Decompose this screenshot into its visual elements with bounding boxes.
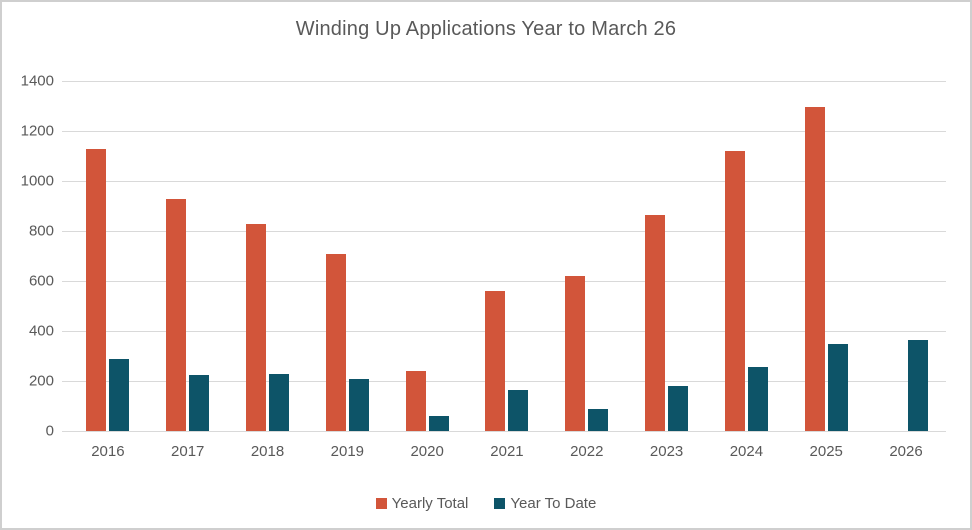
bar-yearly-total-2016 <box>86 148 107 431</box>
bar-year-to-date-2021 <box>508 389 529 431</box>
bar-group-2022 <box>547 81 627 431</box>
bar-year-to-date-2022 <box>588 408 609 431</box>
y-tick-label-1400: 1400 <box>20 72 54 90</box>
bar-yearly-total-2024 <box>724 151 745 431</box>
legend-item-yearly-total: Yearly Total <box>375 495 469 512</box>
y-tick-label-400: 400 <box>28 322 54 340</box>
bar-year-to-date-2026 <box>907 339 928 431</box>
bar-group-2017 <box>148 81 228 431</box>
bar-yearly-total-2020 <box>405 371 426 431</box>
gridline-1000 <box>62 181 946 182</box>
bar-group-2021 <box>467 81 547 431</box>
bar-group-2023 <box>627 81 707 431</box>
bar-year-to-date-2023 <box>668 386 689 431</box>
bar-year-to-date-2024 <box>747 367 768 431</box>
bar-group-2018 <box>228 81 308 431</box>
x-tick-label-2022: 2022 <box>570 443 604 460</box>
plot-area <box>62 81 946 432</box>
bar-group-2016 <box>68 81 148 431</box>
y-axis-labels: 1400 1200 1000 800 600 400 200 0 <box>2 73 54 440</box>
gridline-0 <box>62 431 946 432</box>
legend-label: Year To Date <box>510 495 597 512</box>
x-tick-label-2024: 2024 <box>729 443 764 460</box>
y-tick-label-600: 600 <box>28 272 54 290</box>
y-tick-label-0: 0 <box>45 422 54 440</box>
x-tick-label-2018: 2018 <box>250 443 285 460</box>
legend-item-year-to-date: Year To Date <box>494 495 596 512</box>
bar-year-to-date-2016 <box>109 358 130 431</box>
x-axis-labels: 2016 2017 2018 2019 2020 2021 2022 2023 2024 2025… <box>68 443 946 460</box>
bar-group-2020 <box>387 81 467 431</box>
bar-group-2024 <box>707 81 787 431</box>
legend-label: Yearly Total <box>391 495 469 512</box>
bar-year-to-date-2019 <box>348 378 369 431</box>
bar-yearly-total-2019 <box>325 253 346 431</box>
x-tick-label-2017: 2017 <box>171 443 205 460</box>
y-tick-label-200: 200 <box>28 372 54 390</box>
x-tick-label-2026: 2026 <box>889 443 923 460</box>
bar-yearly-total-2021 <box>485 291 506 431</box>
x-tick-label-2019: 2019 <box>330 443 365 460</box>
chart-title: Winding Up Applications Year to March 26 <box>295 18 677 40</box>
y-tick-label-1200: 1200 <box>20 122 54 140</box>
x-tick-label-2023: 2023 <box>649 443 684 460</box>
legend-swatch-icon <box>494 498 506 509</box>
legend: Yearly Total Year To Date <box>2 495 970 512</box>
gridline-800 <box>62 231 946 232</box>
bar-group-2019 <box>307 81 387 431</box>
bar-year-to-date-2025 <box>827 343 848 431</box>
bar-group-2025 <box>786 81 866 431</box>
bar-yearly-total-2018 <box>246 223 267 431</box>
legend-swatch-icon <box>375 498 387 509</box>
bar-group-2026 <box>866 81 946 431</box>
bar-yearly-total-2017 <box>166 198 187 431</box>
bar-year-to-date-2020 <box>428 416 449 431</box>
y-tick-label-800: 800 <box>28 222 54 240</box>
gridline-1200 <box>62 131 946 132</box>
gridline-600 <box>62 281 946 282</box>
bar-yearly-total-2022 <box>565 276 586 431</box>
y-tick-label-1000: 1000 <box>20 172 54 190</box>
bar-yearly-total-2023 <box>645 214 666 431</box>
bar-groups <box>68 81 946 431</box>
x-tick-label-2020: 2020 <box>410 443 444 460</box>
gridline-1400 <box>62 81 946 82</box>
x-tick-label-2021: 2021 <box>490 443 524 460</box>
bar-year-to-date-2017 <box>189 374 210 431</box>
x-tick-label-2025: 2025 <box>809 443 843 460</box>
x-tick-label-2016: 2016 <box>91 443 125 460</box>
bar-year-to-date-2018 <box>269 373 290 431</box>
bar-yearly-total-2025 <box>804 107 825 431</box>
